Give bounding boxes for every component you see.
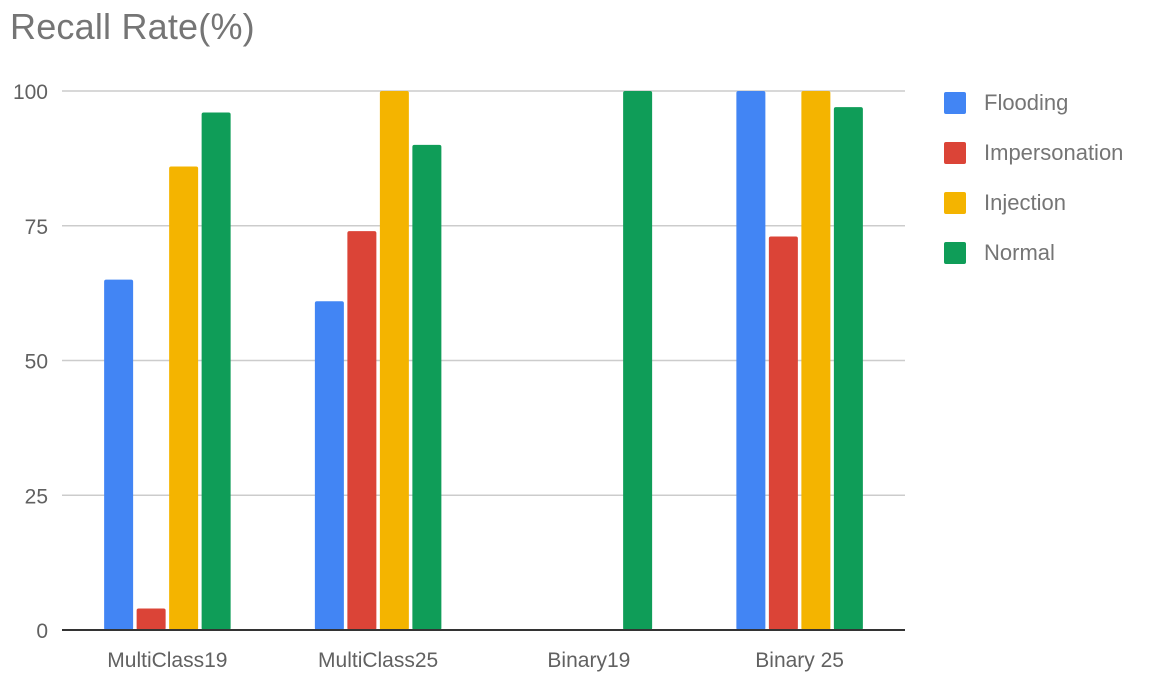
bar-impersonation-multiclass25 [347,231,377,630]
y-tick-label: 0 [36,620,48,643]
x-tick-label: Binary19 [547,649,630,672]
legend: Flooding Impersonation Injection Normal [944,78,1123,278]
legend-item-injection: Injection [944,178,1123,228]
legend-item-impersonation: Impersonation [944,128,1123,178]
y-tick-label: 100 [13,81,48,104]
y-axis-ticks: 0 25 50 75 100 [13,81,48,643]
legend-swatch-flooding [944,92,966,114]
bar-normal-binary-25 [833,107,863,631]
x-tick-label: MultiClass25 [318,649,438,672]
y-tick-label: 50 [25,351,48,374]
y-tick-label: 75 [25,216,48,239]
legend-label: Injection [984,190,1066,215]
legend-label: Impersonation [984,140,1124,165]
bar-impersonation-multiclass19 [136,608,166,630]
bar-normal-multiclass19 [201,112,231,630]
legend-label: Normal [984,240,1055,265]
bar-flooding-binary-25 [736,91,766,630]
x-tick-label: MultiClass19 [107,649,227,672]
bar-injection-multiclass19 [169,166,199,630]
legend-swatch-injection [944,192,966,214]
legend-item-normal: Normal [944,228,1123,278]
legend-item-flooding: Flooding [944,78,1123,128]
bar-normal-multiclass25 [412,144,442,630]
bar-flooding-multiclass25 [314,301,344,630]
x-tick-label: Binary 25 [755,649,844,672]
legend-swatch-normal [944,242,966,264]
bar-injection-binary-25 [801,91,831,630]
bar-injection-multiclass25 [379,91,409,630]
y-tick-label: 25 [25,485,48,508]
x-axis-ticks: MultiClass19 MultiClass25 Binary19 Binary 2… [107,649,844,672]
chart-title: Recall Rate(%) [10,6,255,47]
bar-normal-binary19 [623,91,653,630]
legend-label: Flooding [984,90,1069,115]
bars [104,91,863,631]
bar-impersonation-binary-25 [768,236,798,630]
legend-swatch-impersonation [944,142,966,164]
bar-flooding-multiclass19 [104,279,134,630]
